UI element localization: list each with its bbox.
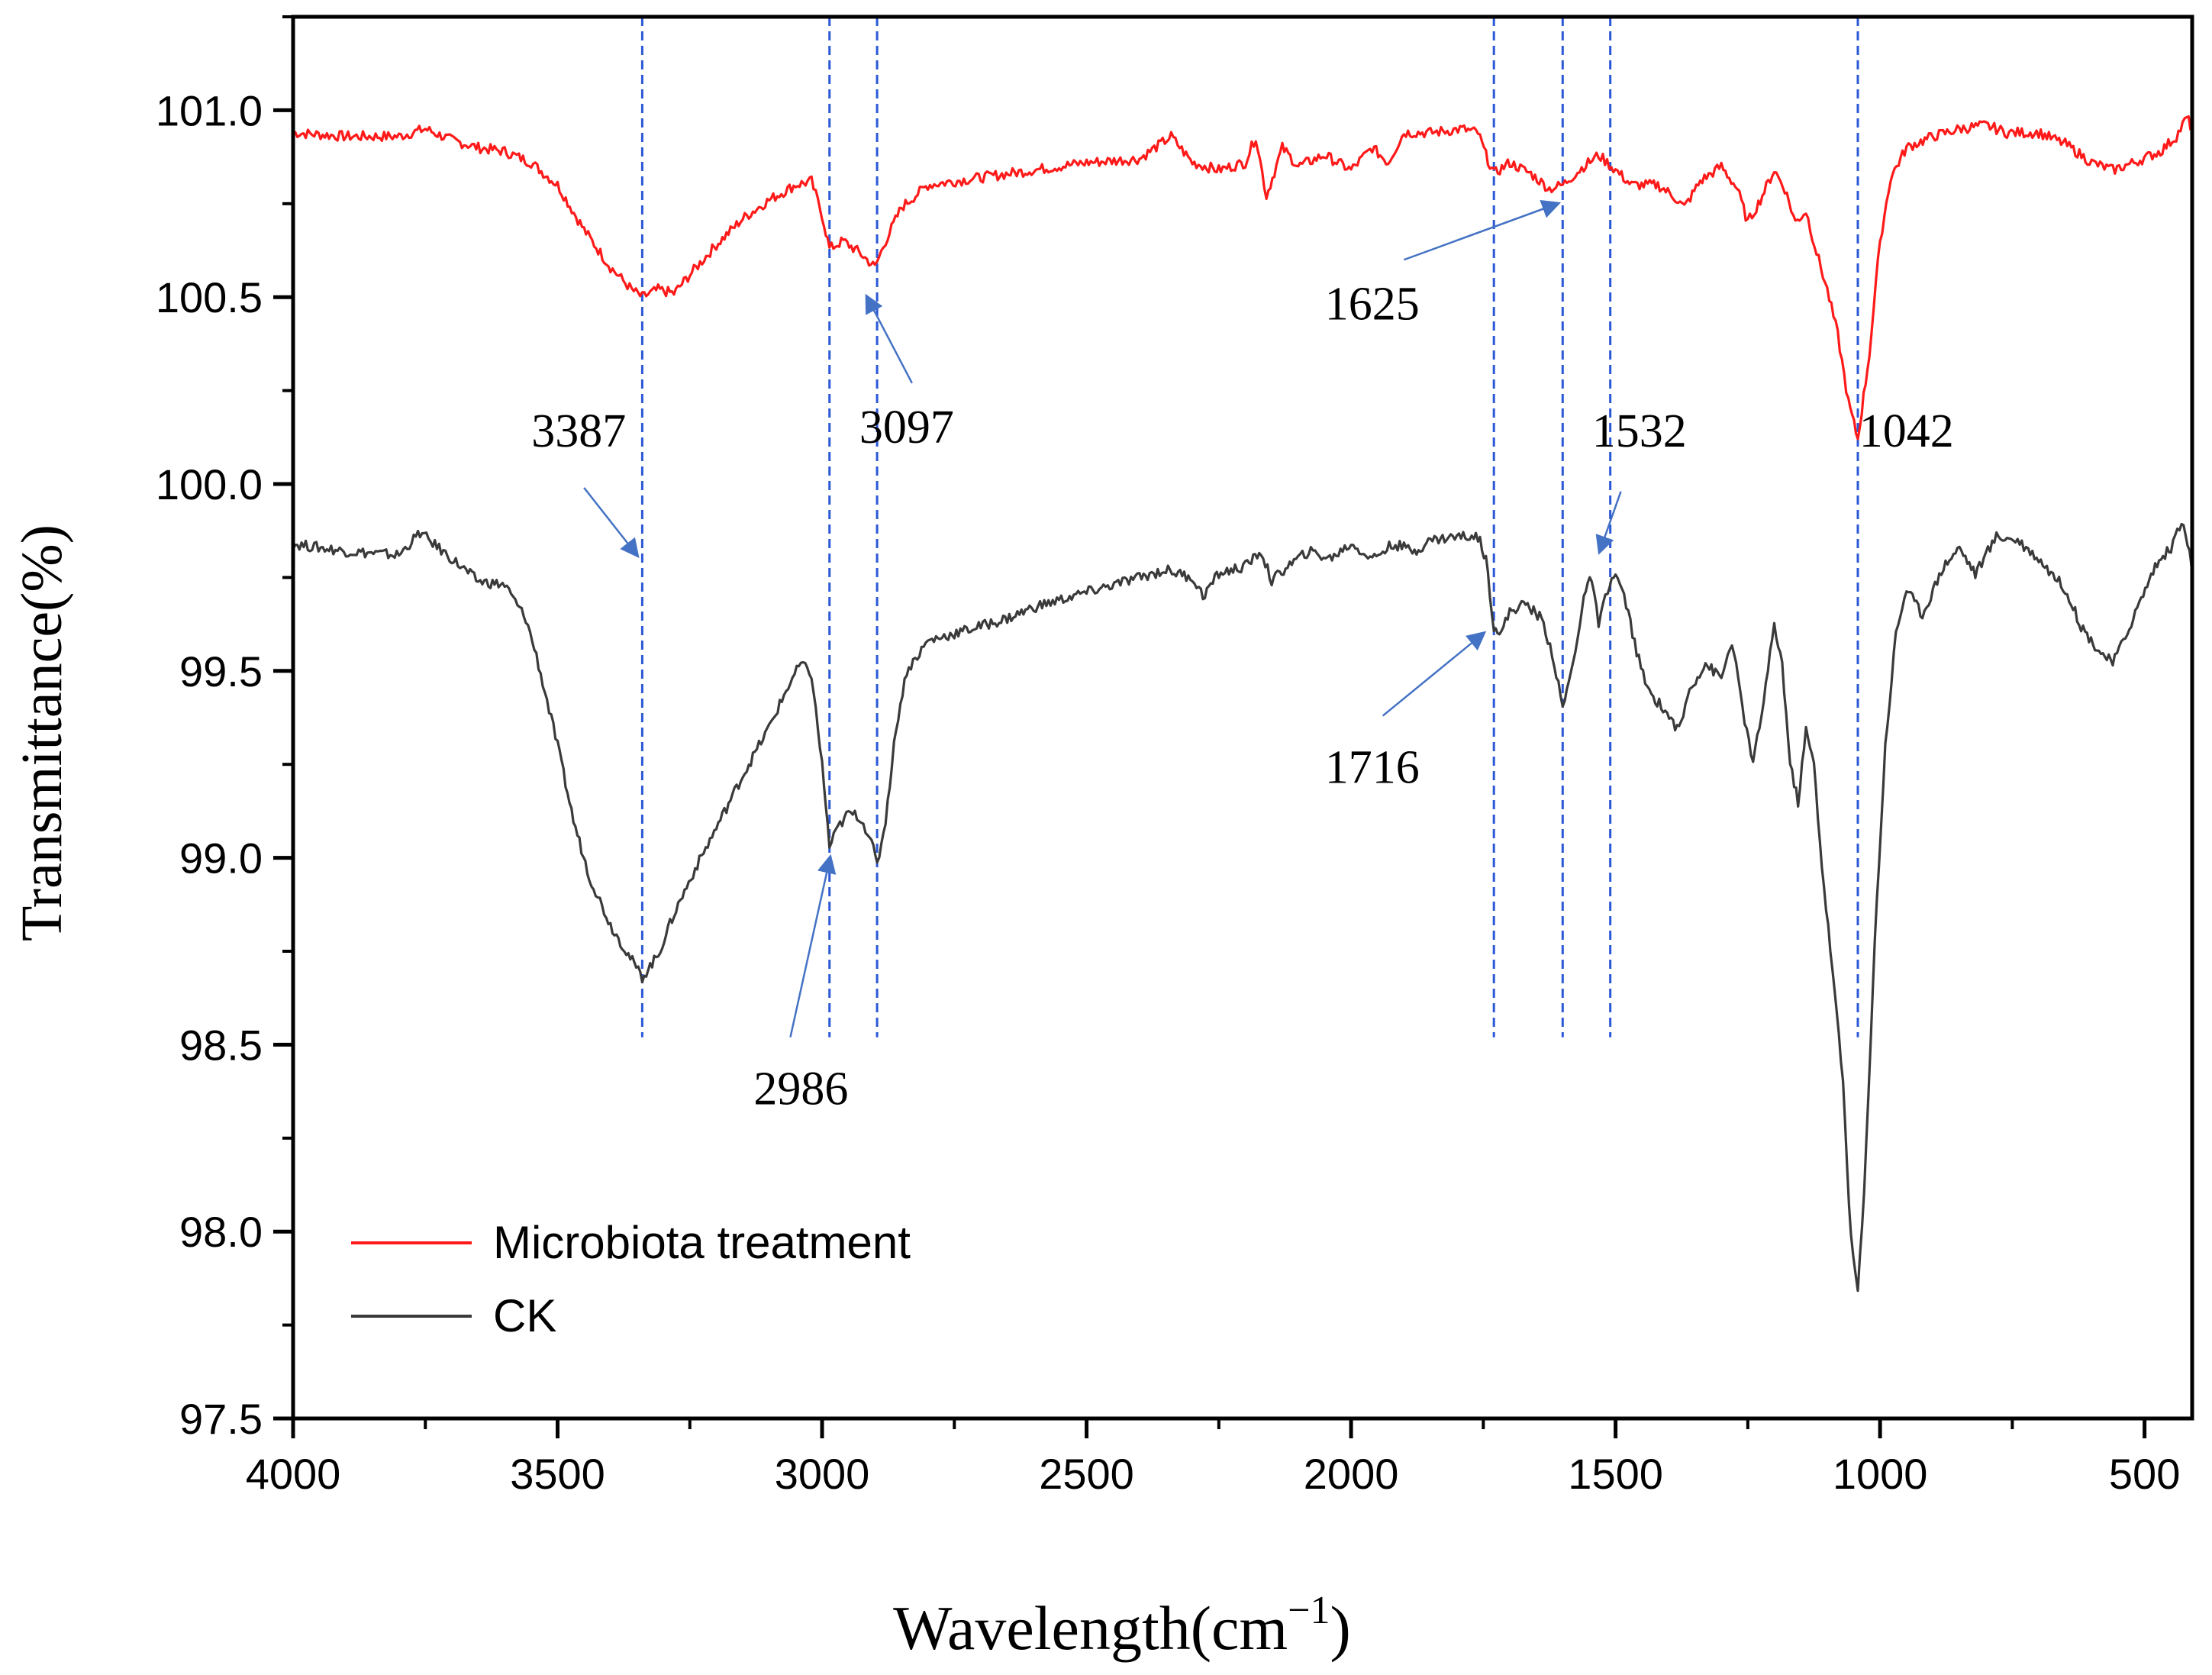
y-tick-label: 98.5	[179, 1021, 263, 1069]
plot-frame	[291, 15, 2194, 1421]
x-axis-title: Wavelength(cm−1)	[893, 1589, 1351, 1663]
x-tick-label: 4000	[246, 1450, 341, 1498]
series-line	[292, 522, 2194, 1293]
peak-annotation-arrow	[865, 293, 913, 384]
x-tick-label: 3000	[775, 1450, 870, 1498]
x-tick-label: 1500	[1568, 1450, 1663, 1498]
y-tick-label: 100.5	[156, 273, 263, 321]
x-axis-title-close: )	[1330, 1593, 1351, 1663]
x-tick-label: 3500	[510, 1450, 605, 1498]
x-axis-title-superscript: −1	[1288, 1589, 1330, 1632]
peak-annotation-arrow	[1382, 631, 1487, 717]
y-tick-label: 98.0	[179, 1208, 263, 1256]
peak-annotation-label: 1625	[1325, 279, 1420, 331]
peak-annotation-label: 1716	[1325, 742, 1420, 794]
axes: 4000 3500 3000 2500 2000 1500 1000 500 97.5 98.0…	[156, 15, 2194, 1498]
legend: Microbiota treatment CK	[351, 1217, 911, 1341]
peak-annotation-label: 1042	[1859, 405, 1954, 457]
x-tick-label: 2500	[1039, 1450, 1134, 1498]
y-tick-label: 101.0	[156, 86, 263, 134]
peak-annotation-arrow	[1595, 491, 1622, 555]
series-layer	[292, 115, 2194, 1293]
legend-label: CK	[493, 1290, 556, 1341]
peak-annotation-arrow	[583, 487, 640, 558]
y-axis-title: Transmittance(%)	[10, 524, 74, 941]
peak-annotation-label: 1532	[1592, 405, 1687, 457]
legend-label: Microbiota treatment	[493, 1217, 911, 1268]
y-axis-ticks: 97.5 98.0 98.5 99.0 99.5 100.0 100.5 101.0	[156, 15, 293, 1443]
series-line	[292, 115, 2193, 441]
x-axis-ticks: 4000 3500 3000 2500 2000 1500 1000 500	[246, 1418, 2180, 1498]
y-tick-label: 99.0	[179, 834, 263, 883]
x-tick-label: 2000	[1304, 1450, 1399, 1498]
peak-annotation-label: 3097	[859, 402, 954, 453]
x-tick-label: 500	[2109, 1450, 2180, 1498]
peak-annotation-label: 2986	[753, 1063, 848, 1115]
y-tick-label: 100.0	[156, 460, 263, 508]
annotation-layer: 3387 3097 2986 1625 1532 1042 1716	[531, 199, 1954, 1115]
peak-annotation-arrow	[1403, 199, 1562, 261]
x-axis-title-main: Wavelength(cm	[893, 1593, 1288, 1663]
peak-annotation-arrow	[789, 854, 837, 1038]
x-tick-label: 1000	[1833, 1450, 1928, 1498]
y-tick-label: 97.5	[179, 1395, 263, 1443]
y-tick-label: 99.5	[179, 647, 263, 695]
peak-annotation-label: 3387	[531, 405, 626, 457]
